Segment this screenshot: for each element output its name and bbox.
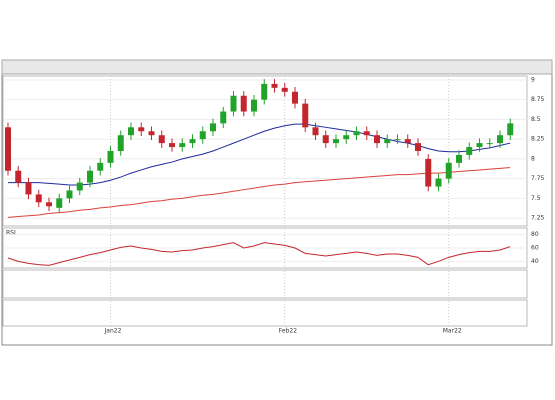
candle-body [230,95,237,112]
candle-body [363,131,370,136]
candle-body [128,127,134,136]
candle-body [66,190,73,199]
candle-body [476,143,483,148]
candle-body [138,127,145,132]
toolbar [1,59,553,75]
candle-body [343,135,350,140]
candle-body [456,154,462,163]
candle-body [404,139,411,144]
candle-body [333,139,339,144]
candle-body [179,143,186,148]
candle-body [25,182,32,195]
candle-body [148,131,155,136]
candle-body [292,91,298,104]
y-tick-label: 7.25 [531,215,545,222]
candle-body [425,158,432,187]
y-tick-label: 8.5 [531,116,541,123]
candle-body [117,135,124,151]
y-tick-label: 7.75 [531,175,545,182]
candle-body [302,103,309,128]
candle-body [46,202,52,207]
candle-body [210,123,216,132]
candle-body [445,162,452,179]
candle-body [507,123,514,136]
y-tick-label: 8.75 [531,96,545,103]
candle-body [251,99,257,112]
candle-body [384,139,391,144]
candle-body [158,135,165,144]
x-tick-label: Jan22 [104,328,122,335]
candle-body [5,127,11,171]
y-tick-label: 8.25 [531,136,545,143]
y-tick-label: 7.5 [531,195,541,202]
candle-body [261,83,268,100]
candle-body [169,143,175,148]
moving-average [8,123,511,186]
price-panel [2,75,528,227]
candle-body [281,87,288,92]
y-tick-label: 60 [531,245,539,252]
candle-body [15,170,22,183]
candle-body [497,135,503,144]
candle-body [466,147,473,155]
candle-body [312,127,319,136]
candle-body [189,139,196,144]
x-tick-label: Feb22 [279,328,297,335]
volume-panel [2,299,528,327]
candle-body [107,151,114,163]
candle-body [76,182,83,191]
candle-body [353,131,360,136]
candle-body [435,178,442,187]
y-tick-label: 9 [531,76,535,83]
panel-title: RSI [6,230,16,237]
rsi-line [7,242,511,266]
candle-body [271,83,278,88]
candle-body [240,95,247,112]
candle-body [486,143,493,145]
candle-body [374,135,380,144]
macd-panel [2,269,528,299]
candle-body [394,139,401,141]
candle-body [97,162,104,171]
candle-body [415,143,421,151]
candle-body [199,131,206,140]
frame [1,59,553,346]
candle-body [87,170,93,183]
candle-body [56,198,63,208]
y-tick-label: 40 [531,258,539,265]
y-tick-label: 8 [531,155,535,162]
candle-body [220,111,227,124]
x-tick-label: Mar22 [443,328,462,335]
candle-body [35,194,42,203]
candle-body [322,135,329,144]
y-tick-label: 80 [531,231,539,238]
